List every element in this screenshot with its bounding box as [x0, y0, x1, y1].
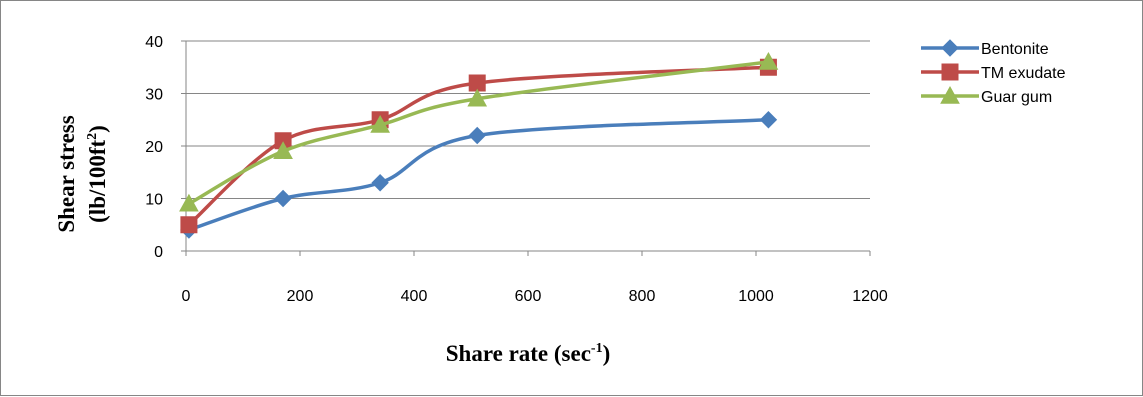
axes	[181, 40, 871, 256]
legend-label: Guar gum	[981, 89, 1052, 106]
x-tick-label: 200	[287, 288, 314, 305]
x-tick-label: 800	[629, 288, 656, 305]
series-line	[188, 60, 769, 206]
x-tick-label: 600	[515, 288, 542, 305]
x-tick-label: 1200	[852, 288, 888, 305]
legend-label: Bentonite	[981, 41, 1049, 58]
data-point-triangle	[467, 88, 488, 107]
data-point-diamond	[274, 189, 292, 208]
legend-item: Guar gum	[921, 85, 1052, 106]
data-point-triangle	[758, 51, 779, 70]
x-tick-label: 0	[182, 288, 191, 305]
series-line	[188, 118, 769, 232]
legend-item: TM exudate	[921, 63, 1066, 82]
y-tick-label: 0	[154, 244, 163, 261]
y-tick-label: 30	[145, 87, 163, 104]
legend-label: TM exudate	[981, 65, 1066, 82]
legend-marker-diamond	[941, 39, 959, 57]
legend-marker-square	[941, 63, 959, 81]
series-line	[187, 65, 769, 227]
data-point-square	[180, 216, 198, 234]
data-point-diamond	[759, 111, 778, 129]
y-axis-title-line1: Shear stress	[54, 115, 79, 232]
legend-marker-triangle	[940, 85, 960, 104]
y-tick-label: 20	[145, 139, 163, 156]
series-guar-gum	[179, 51, 779, 212]
data-point-square	[468, 74, 486, 92]
y-tick-labels: 0 10 20 30 40	[145, 34, 163, 261]
legend: Bentonite TM exudate Guar gum	[921, 39, 1066, 106]
data-point-triangle	[179, 193, 199, 212]
series-group	[179, 51, 779, 239]
data-point-triangle	[370, 114, 390, 133]
x-tick-labels: 0 200 400 600 800 1000 1200	[182, 288, 888, 305]
y-tick-label: 40	[145, 34, 163, 51]
data-point-triangle	[273, 141, 293, 159]
y-tick-label: 10	[145, 192, 163, 209]
x-axis-title: Share rate (sec-1)	[446, 341, 611, 366]
legend-item: Bentonite	[921, 39, 1049, 58]
x-tick-label: 400	[401, 288, 428, 305]
y-axis-title-line2: (lb/100ft2)	[85, 125, 110, 223]
x-tick-label: 1000	[738, 288, 774, 305]
series-bentonite	[180, 111, 778, 239]
data-point-diamond	[371, 174, 389, 192]
data-point-diamond	[468, 126, 486, 145]
